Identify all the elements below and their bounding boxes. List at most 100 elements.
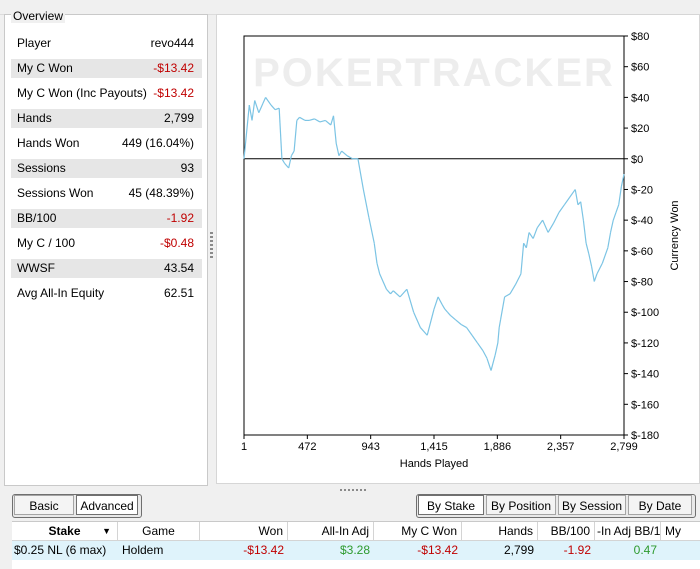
series-segment [585,243,590,255]
series-segment [580,201,584,221]
column-header-game[interactable]: Game [118,522,200,540]
series-segment [497,327,500,343]
stat-value: 62.51 [163,286,194,300]
by-date-button[interactable]: By Date [628,495,692,515]
sort-down-icon: ▼ [102,526,111,536]
stat-row: Sessions 93 [11,159,202,178]
stat-row: WWSF 43.54 [11,259,202,278]
series-segment [265,97,272,106]
cell-my [661,541,700,560]
horizontal-splitter[interactable] [340,489,366,491]
series-segment [335,143,340,156]
series-segment [471,334,478,344]
stat-row: Sessions Won 45 (48.39%) [11,184,202,203]
y-tick-label: $80 [631,31,649,43]
stat-value: -1.92 [166,211,194,225]
stat-label: Sessions Won [17,186,94,200]
stat-label: Avg All-In Equity [17,286,105,300]
cell-stake: $0.25 NL (6 max) [14,543,107,557]
series-segment [319,119,326,123]
series-segment [569,189,576,198]
series-segment [330,115,335,126]
y-tick-label: $-40 [631,215,653,227]
series-segment [406,289,415,313]
series-segment [494,342,499,356]
column-header-bb-100[interactable]: BB/100 [538,522,595,540]
by-position-button[interactable]: By Position [486,495,556,515]
series-segment [251,100,256,121]
stat-row: Hands 2,799 [11,109,202,128]
stat-value: 43.54 [163,261,194,275]
x-tick-label: 1,886 [484,441,512,453]
series-segment [376,262,381,275]
cell-bb-100: -1.92 [563,543,591,557]
cell-all-in-adj: $3.28 [339,543,370,557]
y-tick-label: $-120 [631,338,659,350]
series-segment [588,253,593,267]
column-header-all-in-adj-bb[interactable]: -In Adj BB/1 [597,522,661,540]
series-segment [476,342,484,351]
series-segment [447,311,451,316]
series-segment [601,247,609,264]
stat-value: revo444 [150,36,194,50]
series-segment [620,173,625,187]
series-segment [441,304,446,310]
cell-game: Holdem [122,543,164,557]
series-segment [514,273,522,285]
series-segment [338,150,343,157]
by-session-button[interactable]: By Session [558,495,626,515]
column-header-stake[interactable]: Stake ▼ [12,522,118,540]
y-tick-label: $60 [631,62,649,74]
series-segment [607,232,612,248]
series-segment [547,222,555,233]
stat-label: BB/100 [17,211,57,225]
stat-row: My C / 100 -$0.48 [11,234,202,253]
stat-value: -$13.42 [153,61,194,75]
plot-frame [243,35,625,436]
series-segment [558,204,565,213]
stat-label: My C / 100 [17,236,76,250]
column-header-hands[interactable]: Hands [462,522,538,540]
x-tick-label: 1 [241,441,247,453]
advanced-button[interactable]: Advanced [76,495,138,515]
column-header-my-c-won[interactable]: My C Won [374,522,462,540]
y-tick-label: $-100 [631,307,659,319]
series-segment [362,189,370,218]
series-segment [490,355,496,371]
series-segment [563,196,571,206]
column-header-my[interactable]: My [665,524,681,538]
stat-value: -$13.42 [153,86,194,100]
x-tick-label: 2,357 [547,441,575,453]
y-tick-label: $0 [631,154,643,166]
series-segment [525,232,530,248]
stat-value: 449 (16.04%) [121,136,194,150]
vertical-splitter[interactable] [210,232,213,258]
stat-row: My C Won (Inc Payouts) -$13.42 [11,84,202,103]
series-segment [413,311,421,328]
series-segment [504,293,511,298]
series-segment [596,262,603,275]
series-segment [593,273,598,282]
y-tick-label: $-60 [631,246,653,258]
column-header-won[interactable]: Won [200,522,288,540]
table-row[interactable]: $0.25 NL (6 max) Holdem -$13.42 $3.28 -$… [12,541,700,560]
cell-my-c-won: -$13.42 [417,543,458,557]
y-tick-label: $-140 [631,369,659,381]
series-segment [426,309,435,336]
stat-row: Avg All-In Equity 62.51 [11,284,202,303]
cell-all-in-adj-bb: 0.47 [633,543,657,557]
series-segment [308,118,315,121]
series-segment [498,319,502,328]
winnings-chart: POKERTRACKER $80 $60 $40 $20 $0 $-20 $-40 $-60 $-… [241,31,681,470]
overview-title: Overview [11,9,66,23]
column-header-all-in-adj[interactable]: All-In Adj [288,522,374,540]
basic-button[interactable]: Basic [14,495,74,515]
series-segment [274,107,280,111]
x-axis-label: Hands Played [400,458,469,470]
series-segment [341,150,348,157]
series-segment [509,284,517,295]
series-segment [612,212,617,221]
by-stake-button[interactable]: By Stake [418,495,484,515]
x-tick-label: 1,415 [420,441,448,453]
series-segment [392,290,401,298]
